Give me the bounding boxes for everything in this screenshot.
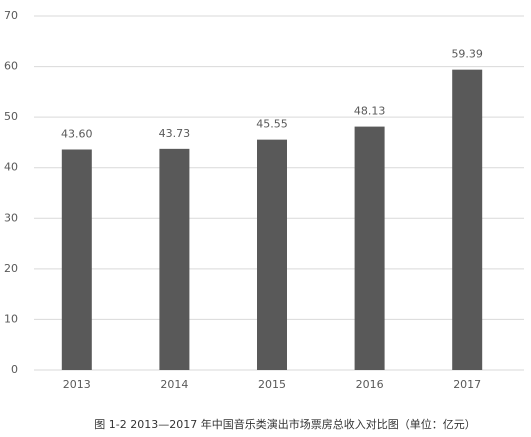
value-label: 45.55 xyxy=(256,118,288,131)
y-tick-label: 40 xyxy=(4,161,18,174)
value-label: 48.13 xyxy=(354,105,386,118)
value-label: 43.60 xyxy=(61,128,93,141)
x-tick-label: 2013 xyxy=(63,378,91,391)
x-tick-label: 2015 xyxy=(258,378,286,391)
chart-caption: 图 1-2 2013—2017 年中国音乐类演出市场票房总收入对比图（单位：亿元… xyxy=(94,417,475,431)
bar xyxy=(452,69,483,371)
x-tick-label: 2014 xyxy=(160,378,188,391)
y-tick-label: 60 xyxy=(4,60,18,73)
y-tick-label: 10 xyxy=(4,312,18,325)
x-tick-label: 2016 xyxy=(356,378,384,391)
bar xyxy=(61,149,92,370)
bar xyxy=(159,148,190,370)
y-tick-label: 50 xyxy=(4,110,18,123)
bar xyxy=(354,126,385,370)
y-tick-label: 20 xyxy=(4,262,18,275)
x-tick-label: 2017 xyxy=(453,378,481,391)
value-label: 43.73 xyxy=(159,127,191,140)
bar xyxy=(257,139,287,370)
value-label: 59.39 xyxy=(451,48,483,61)
y-tick-label: 70 xyxy=(4,9,18,22)
y-tick-label: 30 xyxy=(4,211,18,224)
y-tick-label: 0 xyxy=(11,363,18,376)
